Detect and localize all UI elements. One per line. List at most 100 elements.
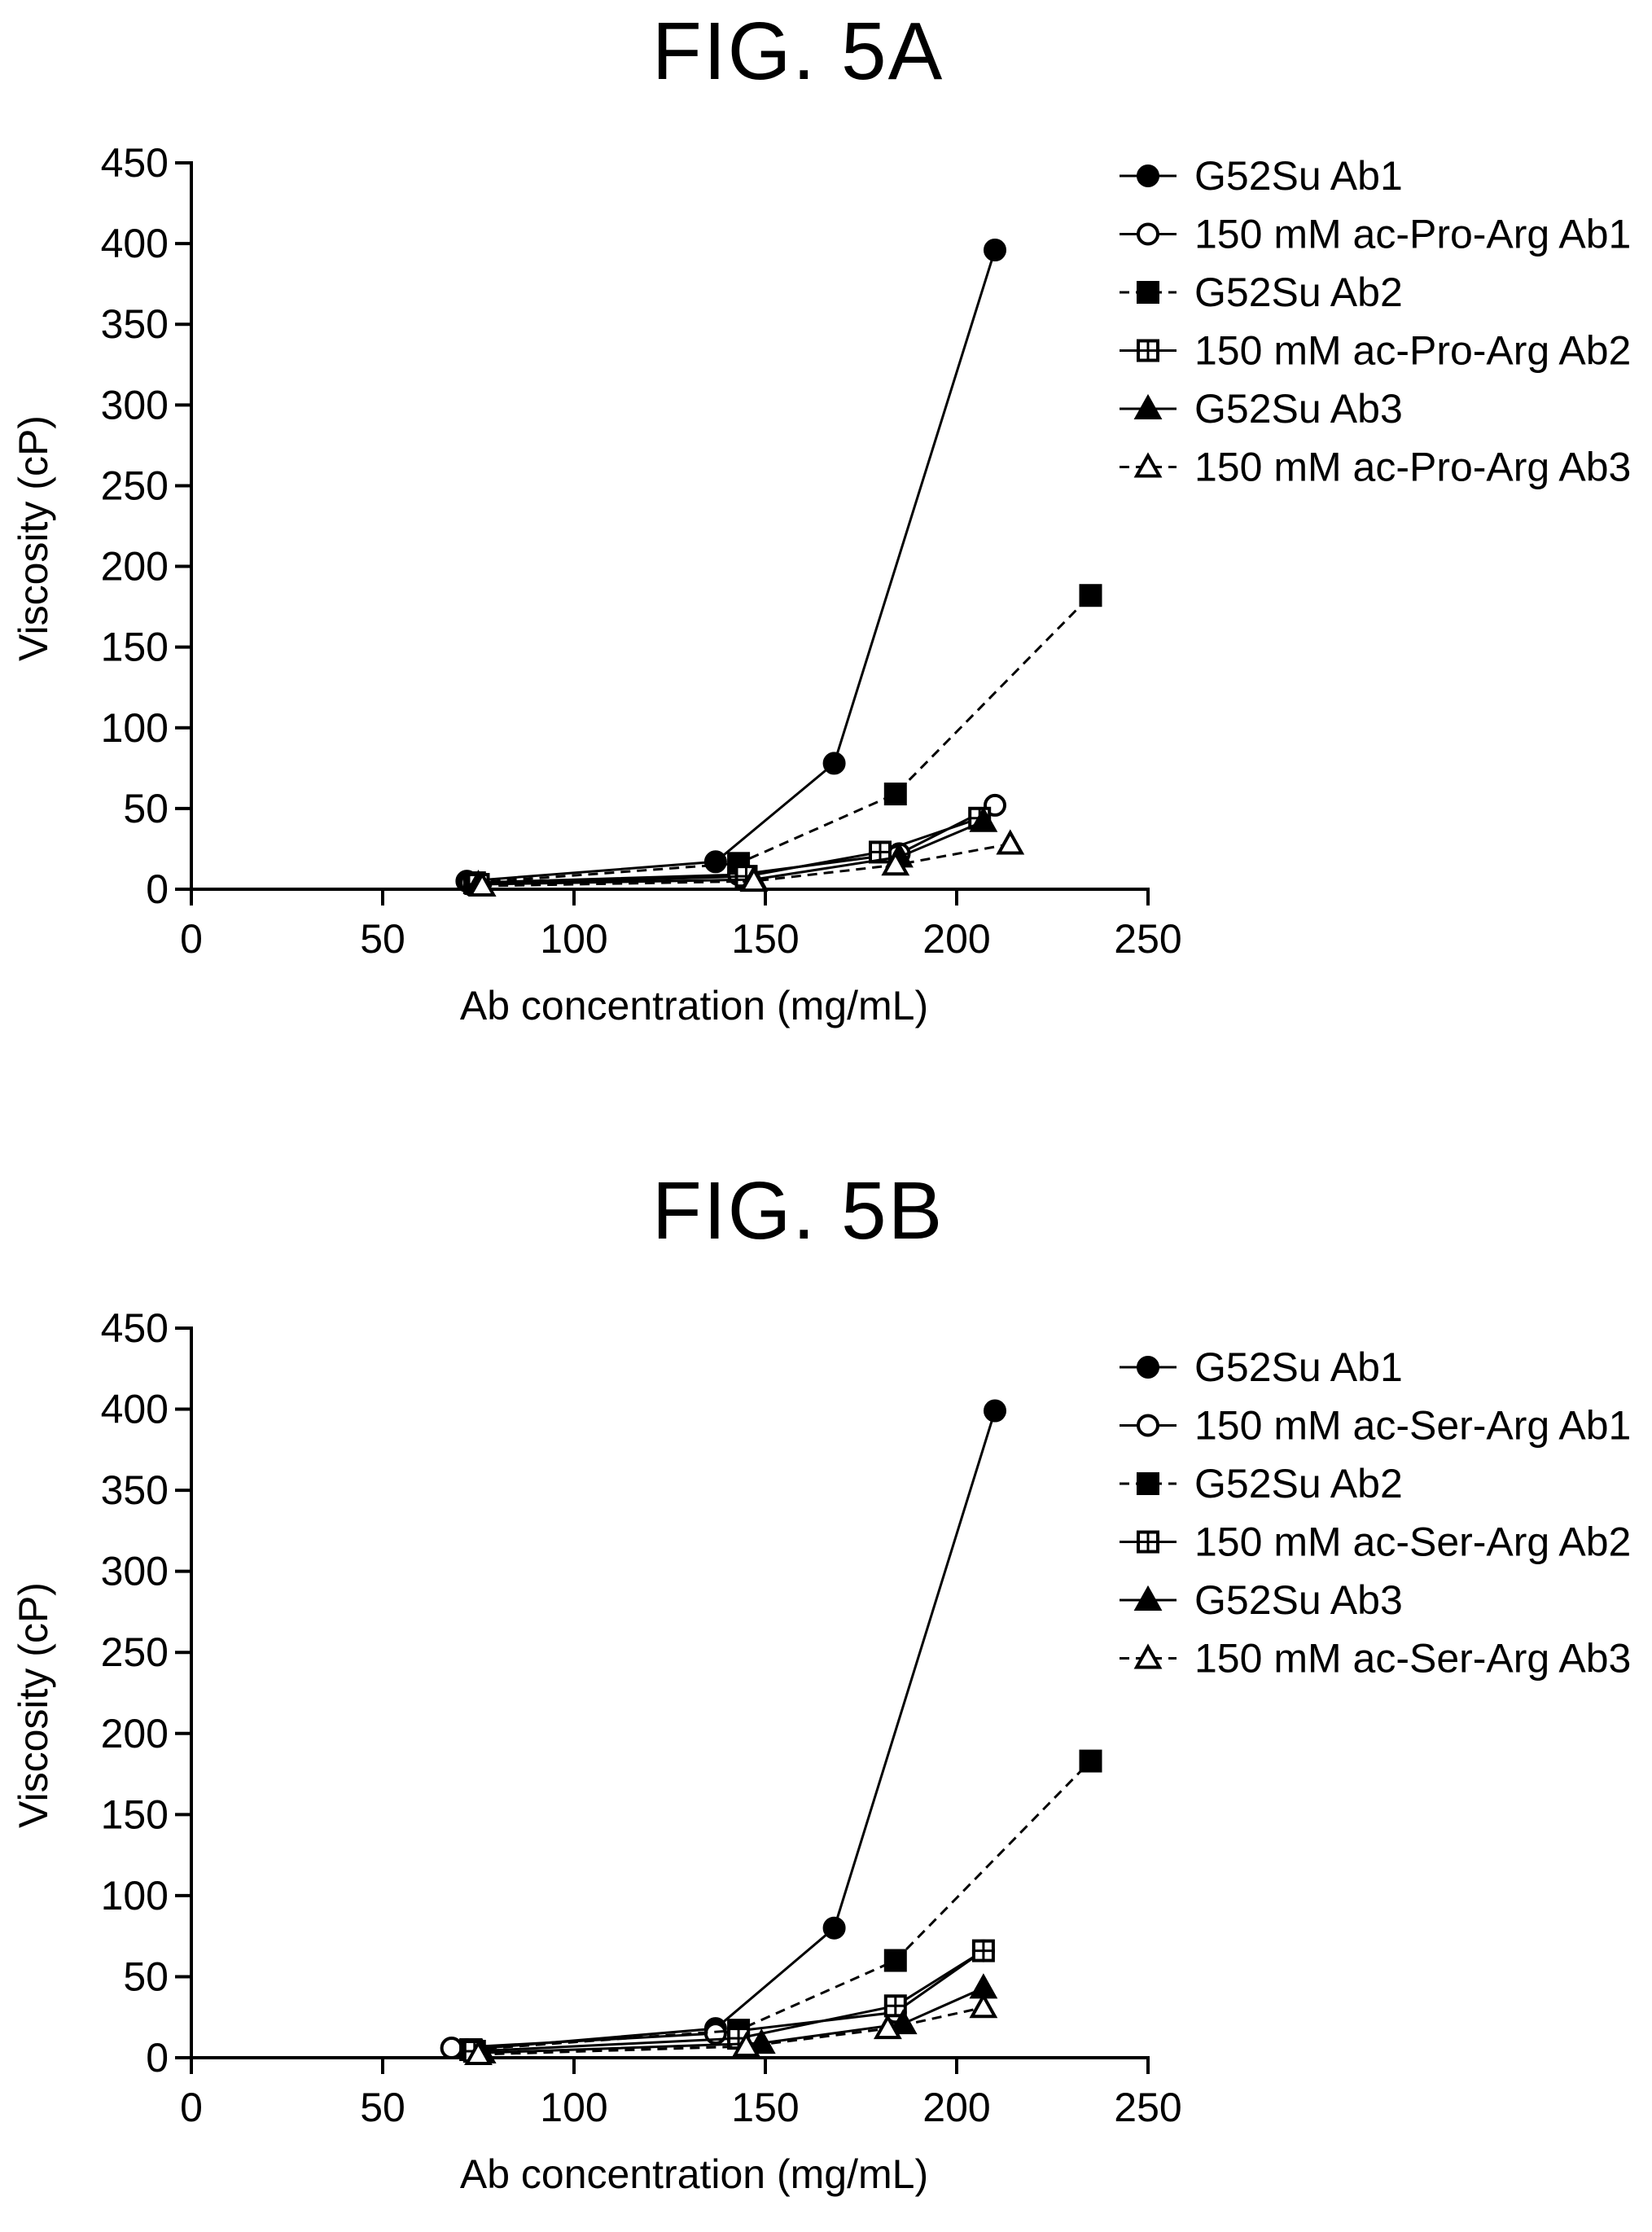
legend-marker [1137, 222, 1159, 246]
series-line [451, 1949, 984, 2050]
legend-item: G52Su Ab3 [1120, 1577, 1403, 1623]
data-point [883, 1949, 907, 1972]
chart-5b: 0 50 100 150 200 250 300 350 400 450 0 50 100 150 200 2… [11, 1305, 1631, 2197]
data-point [984, 1399, 1006, 1423]
x-tick-label: 50 [360, 916, 405, 962]
legend-label: G52Su Ab1 [1194, 1344, 1403, 1390]
chart-5a: 0 50 100 150 200 250 300 350 400 450 0 50 100 150 200 2… [11, 140, 1631, 1028]
series-line [478, 2006, 984, 2056]
legend-marker [1137, 339, 1159, 362]
data-point [971, 1939, 995, 1962]
legend-item: 150 mM ac-Pro-Arg Ab3 [1120, 445, 1631, 490]
data-point [873, 2014, 902, 2040]
data-point [881, 850, 910, 876]
series-line [474, 594, 1092, 884]
y-tick-label: 0 [146, 866, 169, 912]
marker-square [1079, 1749, 1102, 1773]
legend: G52Su Ab1 150 mM ac-Pro-Arg Ab1 G52Su Ab2 1… [1120, 153, 1631, 490]
y-tick-label: 200 [101, 544, 169, 590]
x-tick-label: 0 [180, 916, 203, 962]
y-tick-label: 50 [123, 786, 169, 831]
data-point [732, 2031, 760, 2058]
x-tick-label: 200 [922, 2085, 990, 2130]
y-tick-label: 150 [101, 625, 169, 670]
data-point [822, 1916, 846, 1940]
data-point [822, 752, 846, 775]
legend-item: 150 mM ac-Ser-Arg Ab3 [1120, 1636, 1631, 1682]
chart-title: FIG. 5A [651, 6, 944, 97]
series-line [482, 843, 1011, 888]
series [467, 829, 1025, 897]
legend-label: 150 mM ac-Pro-Arg Ab2 [1194, 328, 1631, 374]
y-axis-label: Viscosity (cP) [11, 415, 56, 661]
x-tick-label: 150 [731, 916, 799, 962]
marker-square [1079, 584, 1102, 607]
marker-square [883, 1949, 907, 1972]
y-tick-label: 450 [101, 1305, 169, 1351]
series-line [474, 1949, 984, 2053]
legend-item: G52Su Ab2 [1120, 1461, 1403, 1506]
legend-marker [1137, 1472, 1159, 1495]
marker-square [1137, 1472, 1159, 1495]
series [464, 1993, 998, 2066]
legend-item: G52Su Ab1 [1120, 1344, 1403, 1390]
legend-label: 150 mM ac-Pro-Arg Ab1 [1194, 212, 1631, 257]
x-tick-label: 150 [731, 2085, 799, 2130]
legend: G52Su Ab1 150 mM ac-Ser-Arg Ab1 G52Su Ab2 1… [1120, 1344, 1631, 1682]
marker-square [1137, 281, 1159, 304]
legend-marker [1137, 164, 1159, 187]
x-tick-label: 0 [180, 2085, 203, 2130]
y-tick-label: 300 [101, 382, 169, 428]
data-point [467, 870, 497, 897]
y-tick-label: 400 [101, 221, 169, 266]
legend-label: G52Su Ab1 [1194, 153, 1403, 199]
legend-label: G52Su Ab3 [1194, 386, 1403, 432]
y-tick-label: 200 [101, 1711, 169, 1756]
series-line [470, 1760, 1092, 2051]
y-tick-label: 100 [101, 705, 169, 751]
y-tick-label: 350 [101, 1467, 169, 1513]
legend-item: 150 mM ac-Ser-Arg Ab2 [1120, 1519, 1631, 1565]
data-point [464, 2039, 493, 2066]
legend-label: 150 mM ac-Ser-Arg Ab2 [1194, 1519, 1631, 1565]
x-tick-label: 200 [922, 916, 990, 962]
x-tick-label: 50 [360, 2085, 405, 2130]
data-point [969, 806, 998, 832]
series-line [482, 1987, 984, 2054]
data-point [869, 840, 892, 864]
y-tick-label: 150 [101, 1791, 169, 1837]
legend-item: G52Su Ab1 [1120, 153, 1403, 199]
y-tick-label: 0 [146, 2035, 169, 2081]
marker-square [883, 783, 907, 806]
legend-label: 150 mM ac-Ser-Arg Ab1 [1194, 1403, 1631, 1449]
data-point [969, 1993, 998, 2019]
data-point [739, 866, 769, 892]
legend-marker [1133, 452, 1163, 478]
x-tick-label: 100 [540, 2085, 607, 2130]
x-axis-label: Ab concentration (mg/mL) [460, 983, 928, 1028]
legend-label: G52Su Ab3 [1194, 1577, 1403, 1623]
y-tick-label: 50 [123, 1954, 169, 1999]
legend-marker [1133, 393, 1163, 419]
legend-item: 150 mM ac-Pro-Arg Ab1 [1120, 212, 1631, 257]
data-point [703, 850, 727, 874]
x-tick-label: 250 [1114, 916, 1181, 962]
legend-item: G52Su Ab2 [1120, 270, 1403, 315]
x-tick-label: 100 [540, 916, 607, 962]
legend-item: G52Su Ab3 [1120, 386, 1403, 432]
y-tick-label: 400 [101, 1387, 169, 1432]
data-point [888, 2009, 918, 2035]
y-tick-label: 250 [101, 1629, 169, 1675]
data-point [984, 239, 1006, 262]
legend-marker [1137, 1530, 1159, 1554]
series-line [467, 249, 997, 883]
legend-label: G52Su Ab2 [1194, 270, 1403, 315]
data-point [1079, 1749, 1102, 1773]
y-tick-label: 250 [101, 463, 169, 508]
legend-marker [1133, 1643, 1163, 1669]
series-line [478, 820, 984, 886]
data-point [1079, 584, 1102, 607]
x-axis-label: Ab concentration (mg/mL) [460, 2151, 928, 2197]
legend-item: 150 mM ac-Pro-Arg Ab2 [1120, 328, 1631, 374]
legend-label: 150 mM ac-Pro-Arg Ab3 [1194, 445, 1631, 490]
